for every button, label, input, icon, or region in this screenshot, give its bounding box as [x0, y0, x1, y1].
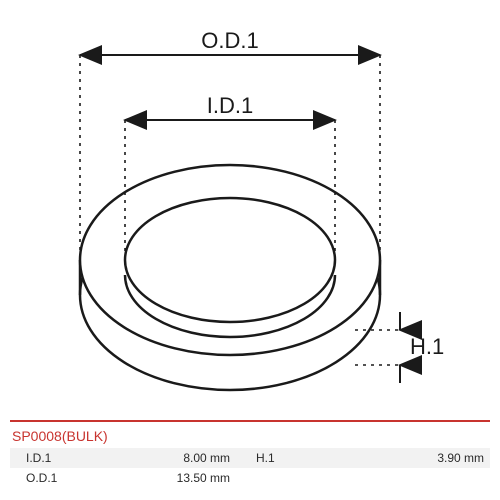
divider	[10, 420, 490, 422]
dim-h1-label: H.1	[410, 334, 444, 359]
spec-table: I.D.1 8.00 mm H.1 3.90 mm O.D.1 13.50 mm	[10, 448, 490, 488]
spec-label-od1: O.D.1	[10, 471, 70, 485]
spec-row: I.D.1 8.00 mm H.1 3.90 mm	[10, 448, 490, 468]
spec-label-h1: H.1	[250, 451, 310, 465]
spec-label-id1: I.D.1	[10, 451, 70, 465]
ring-inner-top	[125, 198, 335, 322]
spec-row: O.D.1 13.50 mm	[10, 468, 490, 488]
spec-value-od1: 13.50 mm	[70, 471, 250, 485]
spec-value-h1: 3.90 mm	[310, 451, 490, 465]
dim-id1-label: I.D.1	[207, 93, 253, 118]
part-number: SP0008(BULK)	[12, 428, 108, 444]
page: O.D.1 I.D.1 H.1 SP0008(BULK) I.D.1 8.00 …	[0, 0, 500, 500]
technical-drawing: O.D.1 I.D.1 H.1	[0, 0, 500, 420]
spec-value-id1: 8.00 mm	[70, 451, 250, 465]
dim-od1-label: O.D.1	[201, 28, 258, 53]
